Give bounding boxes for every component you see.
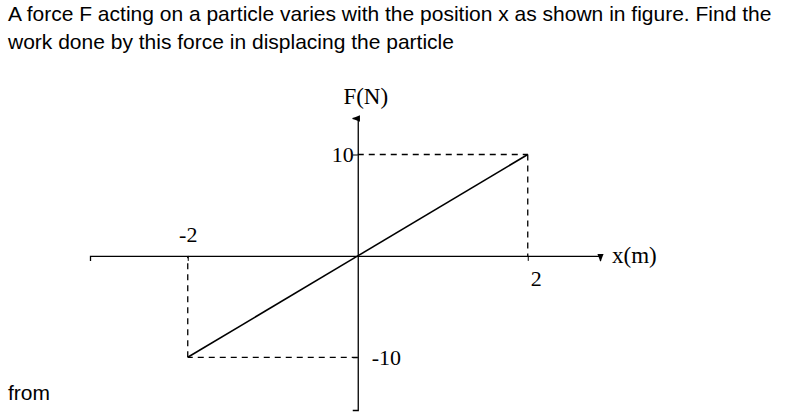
- x-tick: 2: [528, 256, 542, 291]
- x-tick: -2: [179, 222, 197, 261]
- guide-line: [188, 357, 358, 358]
- question-text: A force F acting on a particle varies wi…: [8, 0, 798, 56]
- y-tick-label: -10: [372, 345, 401, 370]
- x-axis-line: [91, 256, 601, 261]
- y-tick: 10: [332, 142, 358, 167]
- plot-area: [188, 155, 528, 358]
- x-tick-mark: [528, 256, 529, 261]
- guide-line: [527, 155, 528, 256]
- guide-line: [187, 256, 188, 357]
- annotation: from: [8, 381, 50, 404]
- x-axis-label: x(m): [612, 243, 657, 268]
- data-line: [188, 155, 528, 358]
- x-tick-label: 2: [531, 266, 542, 291]
- y-axis-label: F(N): [343, 84, 388, 109]
- y-tick: -10: [353, 345, 401, 370]
- y-tick-label: 10: [332, 142, 354, 167]
- x-axis: -2 2: [91, 222, 601, 291]
- chart: -2 2 -10 10 F(N) x(m) from: [0, 0, 800, 418]
- x-tick-label: -2: [179, 222, 197, 247]
- guide-line: [358, 154, 528, 155]
